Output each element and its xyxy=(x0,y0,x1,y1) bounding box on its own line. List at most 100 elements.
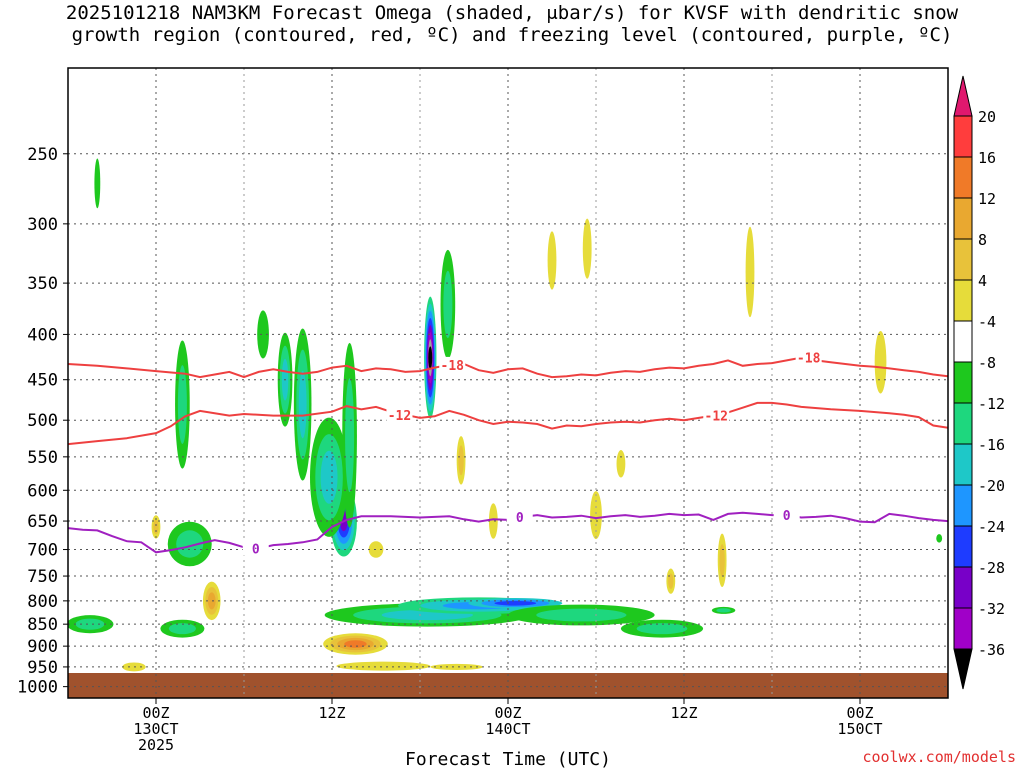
omega-cell-4-2 xyxy=(298,370,307,439)
colorbar-band-0 xyxy=(953,115,973,158)
omega-cell-13-1 xyxy=(168,623,196,635)
omega-cell-34-0 xyxy=(582,218,592,279)
source-credit[interactable]: coolwx.com/models xyxy=(862,748,1016,766)
y-tick-label-550: 550 xyxy=(27,448,58,468)
x-tick-label-6-0: 00Z xyxy=(142,704,169,722)
colorbar-band-12 xyxy=(953,607,973,650)
colorbar-bottom-arrow xyxy=(953,648,973,690)
omega-cell-28-1 xyxy=(719,543,725,577)
colorbar-label-13: -36 xyxy=(978,641,1005,659)
omega-cell-6-1 xyxy=(345,378,355,493)
colorbar-label-6: -8 xyxy=(978,354,996,372)
y-tick-label-850: 850 xyxy=(27,615,58,635)
contour--12 xyxy=(68,401,948,446)
colorbar-band-5 xyxy=(953,320,973,363)
omega-cell-31-1 xyxy=(153,519,159,535)
colorbar-label-9: -20 xyxy=(978,477,1005,495)
omega-shading xyxy=(68,158,943,672)
y-tick-label-450: 450 xyxy=(27,371,58,391)
ground-band xyxy=(68,673,948,698)
colorbar-band-8 xyxy=(953,443,973,486)
colorbar-band-2 xyxy=(953,197,973,240)
colorbar-label-4: 4 xyxy=(978,272,987,290)
omega-cell-1-1 xyxy=(443,270,453,339)
omega-cell-0-7 xyxy=(428,346,433,370)
contour-label-bg--12-0 xyxy=(386,406,413,422)
y-tick-label-800: 800 xyxy=(27,592,58,612)
colorbar-label-12: -32 xyxy=(978,600,1005,618)
omega-cell-21-2 xyxy=(207,592,216,610)
omega-cell-16-0 xyxy=(94,158,101,209)
omega-cell-9-2 xyxy=(494,600,537,606)
y-tick-label-600: 600 xyxy=(27,481,58,501)
contour-label-0-1: 0 xyxy=(516,511,524,526)
omega-cell-24-1 xyxy=(458,445,464,476)
contour-label-0-2: 0 xyxy=(783,509,791,524)
omega-cell-29-0 xyxy=(745,226,755,318)
y-tick-label-750: 750 xyxy=(27,567,58,587)
omega-cell-26-0 xyxy=(547,231,557,290)
y-tick-label-500: 500 xyxy=(27,411,58,431)
omega-cell-15-1 xyxy=(177,365,187,444)
y-tick-label-250: 250 xyxy=(27,145,58,165)
y-tick-label-1000: 1000 xyxy=(17,678,58,698)
contour-lines: -18 -18 -12 -12 0 0 0 xyxy=(68,349,948,557)
grid-lines xyxy=(67,68,949,698)
colorbar-label-7: -12 xyxy=(978,395,1005,413)
y-tick-label-950: 950 xyxy=(27,658,58,678)
x-tick-label-54-0: 00Z xyxy=(846,704,873,722)
x-tick-label-30-1: 140CT xyxy=(485,720,530,738)
contour-label-bg-0-1 xyxy=(506,508,533,524)
colorbar-band-3 xyxy=(953,238,973,281)
colorbar-band-7 xyxy=(953,402,973,445)
colorbar-label-3: 8 xyxy=(978,231,987,249)
colorbar-label-10: -24 xyxy=(978,518,1005,536)
colorbar-band-9 xyxy=(953,484,973,527)
contour-label-bg--18-0 xyxy=(439,356,466,372)
y-tick-label-700: 700 xyxy=(27,541,58,561)
y-axis: 2503003504004505005506006507007508008509… xyxy=(17,145,68,698)
omega-cell-19-0 xyxy=(936,534,943,543)
x-axis-label: Forecast Time (UTC) xyxy=(405,749,611,768)
x-tick-label-54-1: 150CT xyxy=(837,720,882,738)
colorbar-label-8: -16 xyxy=(978,436,1005,454)
contour-label-bg-0-0 xyxy=(242,540,269,556)
omega-cell-14-1 xyxy=(75,618,105,630)
x-tick-label-18-0: 12Z xyxy=(318,704,345,722)
contour-label--12-0: -12 xyxy=(388,409,411,424)
colorbar-band-4 xyxy=(953,279,973,322)
contour-label--18-1: -18 xyxy=(797,352,821,367)
y-tick-label-300: 300 xyxy=(27,215,58,235)
x-tick-label-30-0: 00Z xyxy=(494,704,521,722)
colorbar: 20 16 12 8 4 -4 -8 -12 -16 -20 -24 -28 -32 -36 xyxy=(953,75,1005,690)
colorbar-label-1: 16 xyxy=(978,149,996,167)
colorbar-label-5: -4 xyxy=(978,313,996,331)
contour-label-bg-0-2 xyxy=(773,507,800,523)
colorbar-band-1 xyxy=(953,156,973,199)
colorbar-band-11 xyxy=(953,566,973,609)
contour-label--12-1: -12 xyxy=(705,410,728,425)
contour-label-bg--12-1 xyxy=(703,407,730,423)
contour-label-0-0: 0 xyxy=(252,542,260,557)
colorbar-top-arrow xyxy=(953,75,973,117)
colorbar-label-0: 20 xyxy=(978,108,996,126)
omega-cell-20-3 xyxy=(344,640,367,648)
chart-title-line-1: 2025101218 NAM3KM Forecast Omega (shaded… xyxy=(65,2,959,24)
omega-cell-33-0 xyxy=(488,503,498,539)
contour-label--18-0: -18 xyxy=(441,359,465,374)
omega-cell-32-0 xyxy=(590,491,602,540)
omega-cell-17-0 xyxy=(257,310,269,359)
omega-cell-30-0 xyxy=(874,330,887,394)
omega-cell-25-0 xyxy=(430,663,484,670)
colorbar-band-6 xyxy=(953,361,973,404)
omega-cell-36-0 xyxy=(368,541,384,558)
omega-cell-10-1 xyxy=(536,608,627,622)
y-tick-label-900: 900 xyxy=(27,637,58,657)
x-tick-label-42-0: 12Z xyxy=(670,704,697,722)
omega-cell-27-1 xyxy=(668,573,674,589)
omega-cell-22-0 xyxy=(336,661,431,671)
y-tick-label-350: 350 xyxy=(27,274,58,294)
